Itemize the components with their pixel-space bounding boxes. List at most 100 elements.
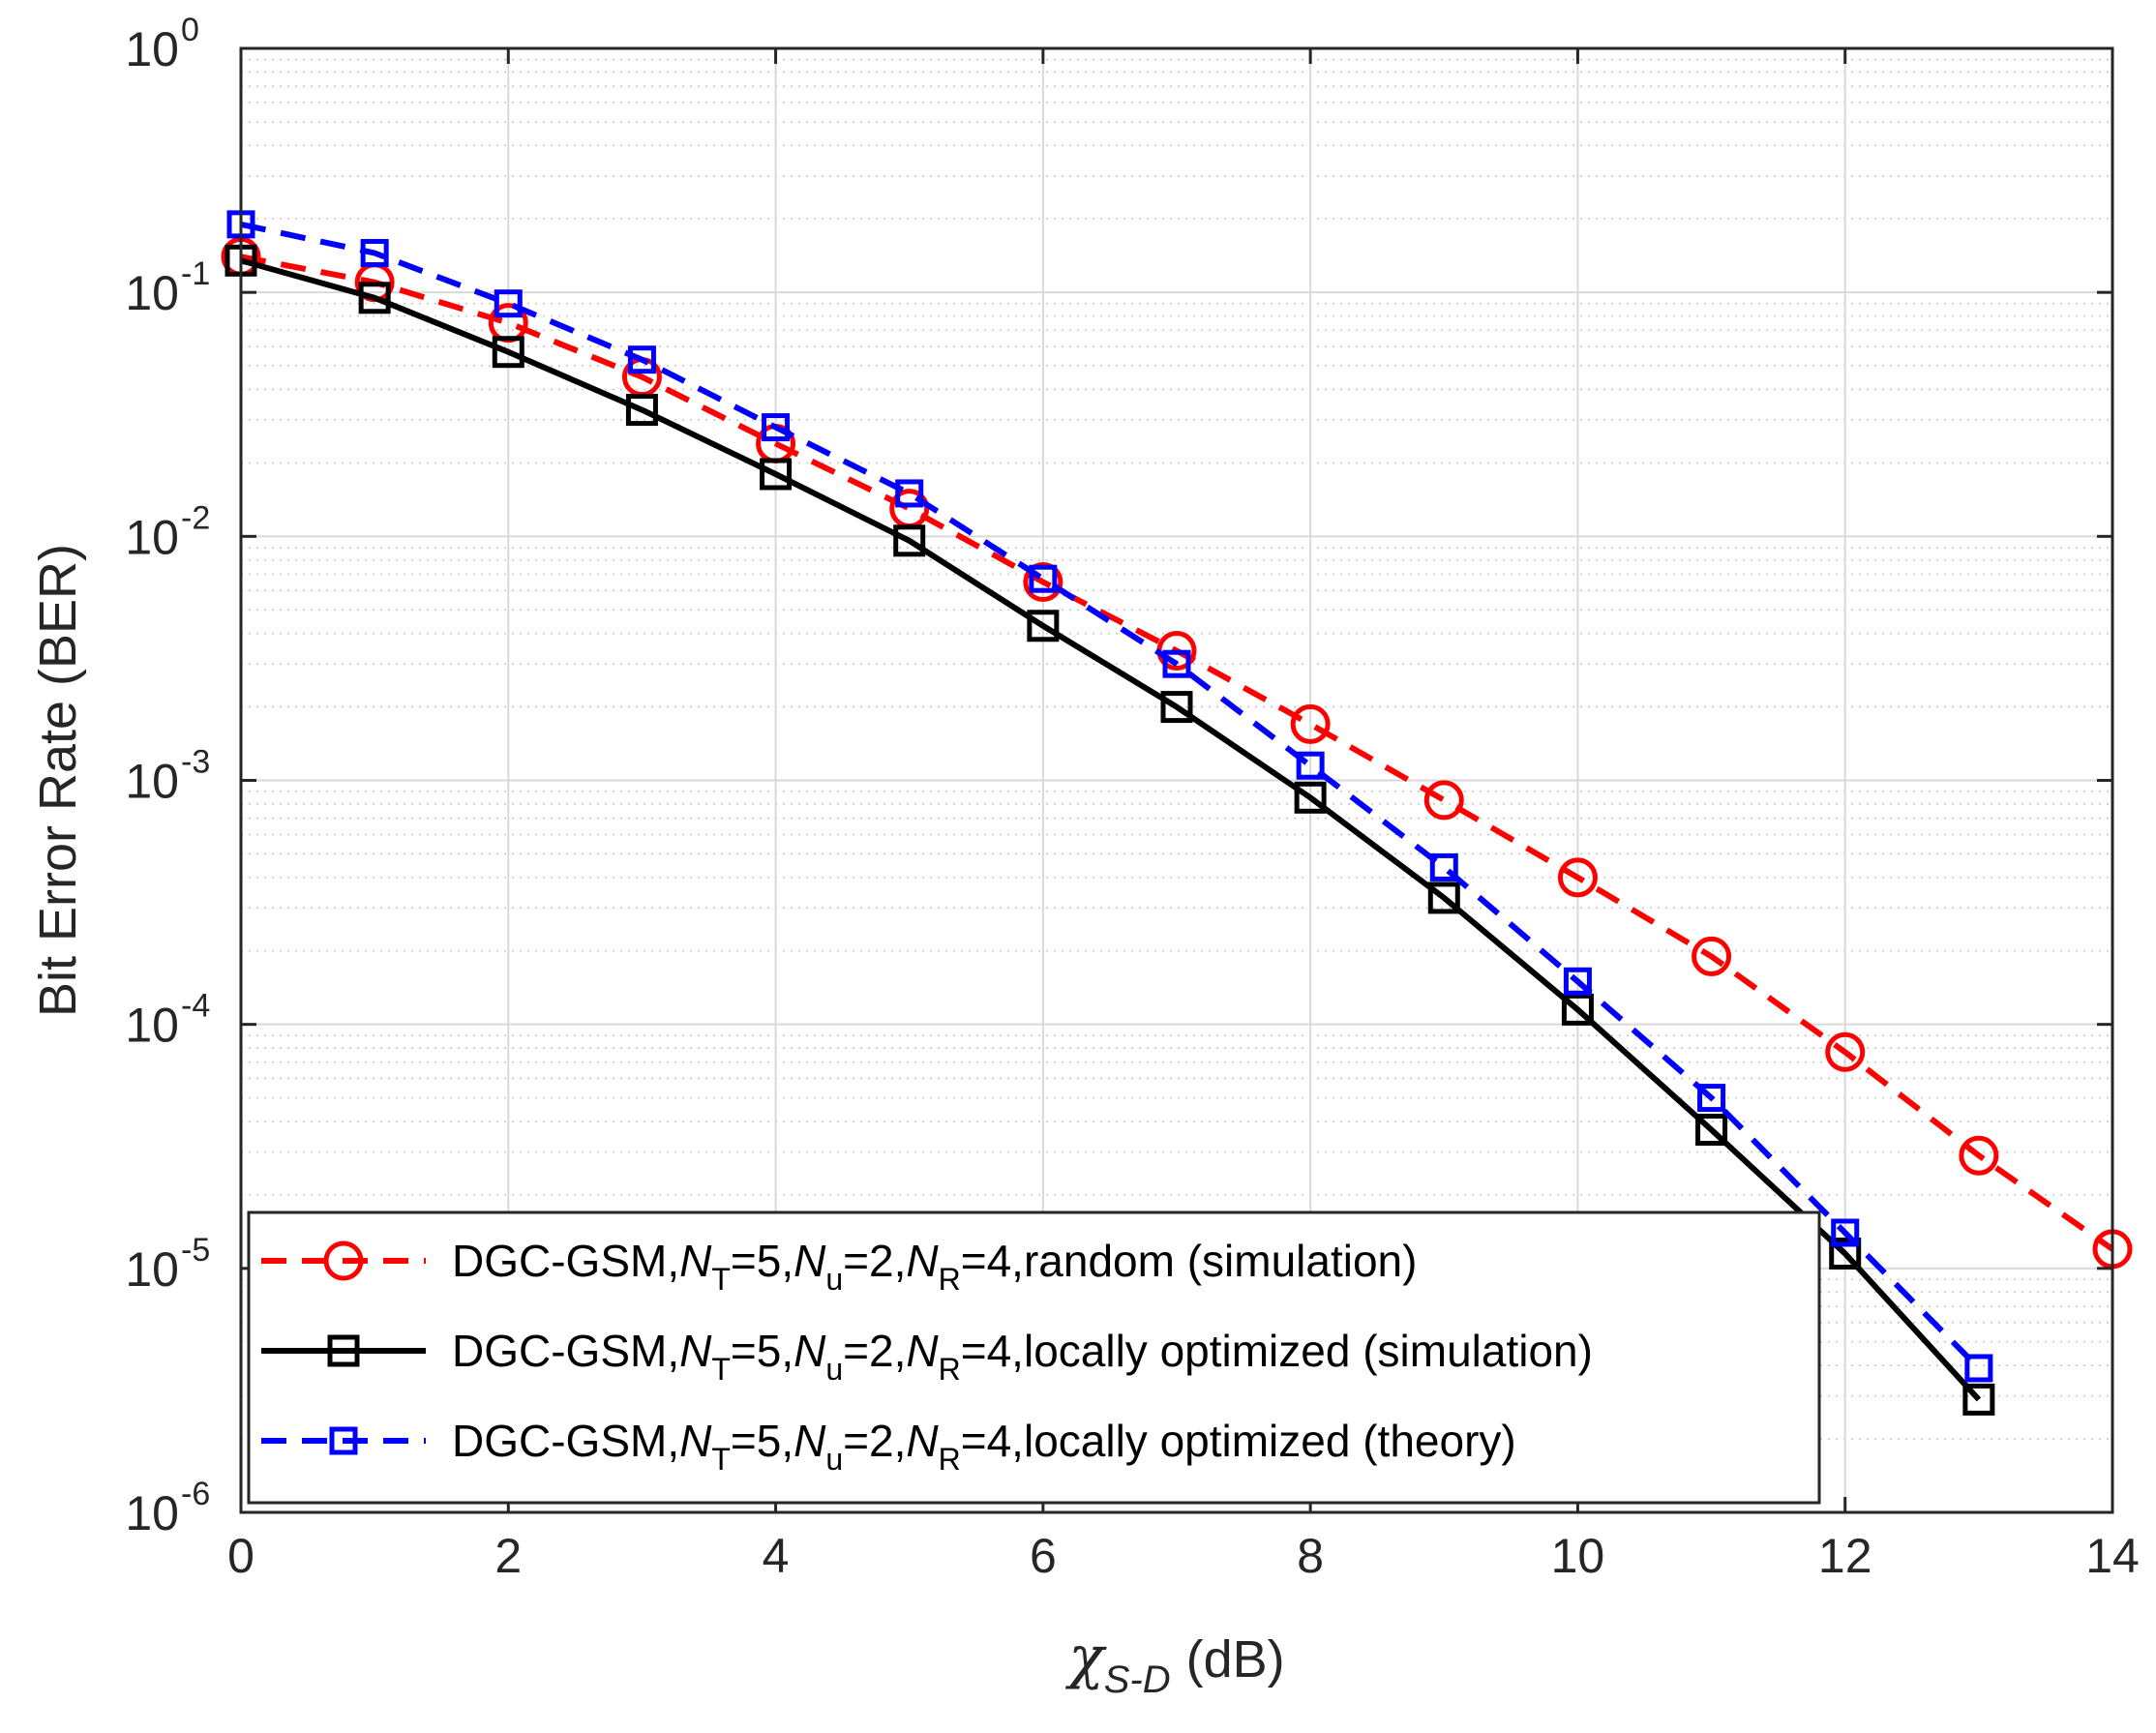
data-point [1427, 881, 1460, 914]
y-tick-exponent: 0 [181, 12, 199, 48]
legend-label-part: =5, [731, 1236, 794, 1286]
legend-label-part: R [939, 1262, 961, 1297]
data-point [358, 282, 391, 314]
data-point [762, 413, 791, 442]
legend-box [247, 1210, 1821, 1505]
y-tick-exponent: -4 [181, 988, 210, 1025]
series-line [240, 257, 1982, 1402]
data-point [360, 238, 389, 267]
legend-label-part: =4, [961, 1416, 1024, 1466]
legend-label-part: =5, [731, 1326, 794, 1376]
x-tick-label: 4 [763, 1529, 790, 1583]
legend-label-part: locally optimized (theory) [1024, 1416, 1516, 1466]
legend-label-part: random (simulation) [1024, 1236, 1417, 1286]
legend-label: DGC-GSM,NT=5,Nu=2,NR=4,random (simulatio… [452, 1236, 1417, 1297]
y-tick-label: 10 [125, 1242, 179, 1297]
y-tick-label: 10 [125, 1486, 179, 1540]
legend-label-part: N [906, 1236, 939, 1286]
legend-label-part: u [825, 1442, 843, 1477]
axis-titles: χS-D (dB) Bit Error Rate (BER) [29, 544, 1285, 1701]
data-point [1294, 781, 1327, 814]
data-point [1695, 1114, 1728, 1147]
legend-label-part: N [794, 1416, 826, 1466]
data-point [1423, 780, 1464, 821]
data-point [1697, 1084, 1726, 1113]
data-point [1692, 936, 1732, 976]
data-point [895, 479, 924, 508]
legend-marker [327, 1334, 360, 1367]
y-tick-label: 10 [125, 22, 179, 76]
data-point [494, 289, 523, 318]
legend-label: DGC-GSM,NT=5,Nu=2,NR=4,locally optimized… [452, 1326, 1593, 1387]
data-point [1023, 562, 1063, 603]
y-tick-label: 10 [125, 510, 179, 564]
x-axis-symbol: χ [1064, 1624, 1107, 1691]
data-point [1029, 564, 1058, 593]
y-tick-label: 10 [125, 999, 179, 1053]
legend-label-part: =2, [843, 1416, 906, 1466]
data-point [1557, 857, 1598, 898]
x-tick-label: 12 [1818, 1529, 1872, 1583]
data-point [1160, 691, 1193, 724]
y-tick-exponent: -3 [181, 744, 210, 781]
data-point [1959, 1135, 1999, 1176]
data-point [1296, 751, 1325, 780]
legend-label-part: =4, [961, 1326, 1024, 1376]
x-axis-title: χS-D (dB) [1064, 1624, 1284, 1701]
legend-label-part: T [711, 1262, 731, 1297]
legend-label-part: N [794, 1236, 826, 1286]
legend-label-part: T [711, 1442, 731, 1477]
data-point [1563, 967, 1592, 996]
data-point [1962, 1383, 1995, 1416]
legend-label-part: R [939, 1442, 961, 1477]
data-point [1162, 649, 1191, 678]
data-point [1831, 1218, 1860, 1247]
data-point [1964, 1354, 1993, 1383]
y-tick-exponent: -5 [181, 1232, 210, 1269]
legend-label-part: R [939, 1352, 961, 1387]
legend-marker [329, 1426, 358, 1455]
legend-label-part: u [825, 1352, 843, 1387]
data-point [893, 524, 926, 557]
legend: DGC-GSM,NT=5,Nu=2,NR=4,random (simulatio… [247, 1210, 1821, 1505]
y-axis-title: Bit Error Rate (BER) [29, 544, 87, 1017]
series-3 [226, 210, 1993, 1383]
legend-label-part: =2, [843, 1326, 906, 1376]
legend-label-part: =5, [731, 1416, 794, 1466]
y-tick-label: 10 [125, 755, 179, 809]
data-point [1561, 993, 1594, 1026]
legend-label-part: N [679, 1326, 712, 1376]
data-point [1290, 703, 1331, 744]
x-tick-label: 0 [227, 1529, 255, 1583]
legend-label-part: =4, [961, 1236, 1024, 1286]
y-tick-exponent: -2 [181, 499, 210, 536]
legend-label-part: T [711, 1352, 731, 1387]
y-tick-exponent: -1 [181, 255, 210, 292]
legend-label-part: =2, [843, 1236, 906, 1286]
data-point [1429, 852, 1458, 881]
legend-label-part: N [679, 1416, 712, 1466]
series-2 [225, 244, 1995, 1416]
series-line [240, 221, 1982, 1371]
x-tick-label: 8 [1297, 1529, 1324, 1583]
data-point [760, 458, 793, 491]
legend-label-part: DGC-GSM, [452, 1416, 679, 1466]
x-tick-label: 6 [1030, 1529, 1057, 1583]
legend-label: DGC-GSM,NT=5,Nu=2,NR=4,locally optimized… [452, 1416, 1516, 1477]
y-tick-label: 10 [125, 266, 179, 320]
legend-label-part: DGC-GSM, [452, 1326, 679, 1376]
legend-label-part: N [906, 1326, 939, 1376]
data-point [1027, 610, 1060, 642]
x-tick-label: 14 [2085, 1529, 2140, 1583]
data-point [625, 394, 658, 427]
legend-label-part: DGC-GSM, [452, 1236, 679, 1286]
legend-label-part: N [679, 1236, 712, 1286]
x-tick-label: 10 [1551, 1529, 1605, 1583]
legend-label-part: locally optimized (simulation) [1024, 1326, 1593, 1376]
legend-marker [323, 1240, 364, 1281]
legend-label-part: N [794, 1326, 826, 1376]
legend-label-part: u [825, 1262, 843, 1297]
y-tick-exponent: -6 [181, 1476, 210, 1512]
